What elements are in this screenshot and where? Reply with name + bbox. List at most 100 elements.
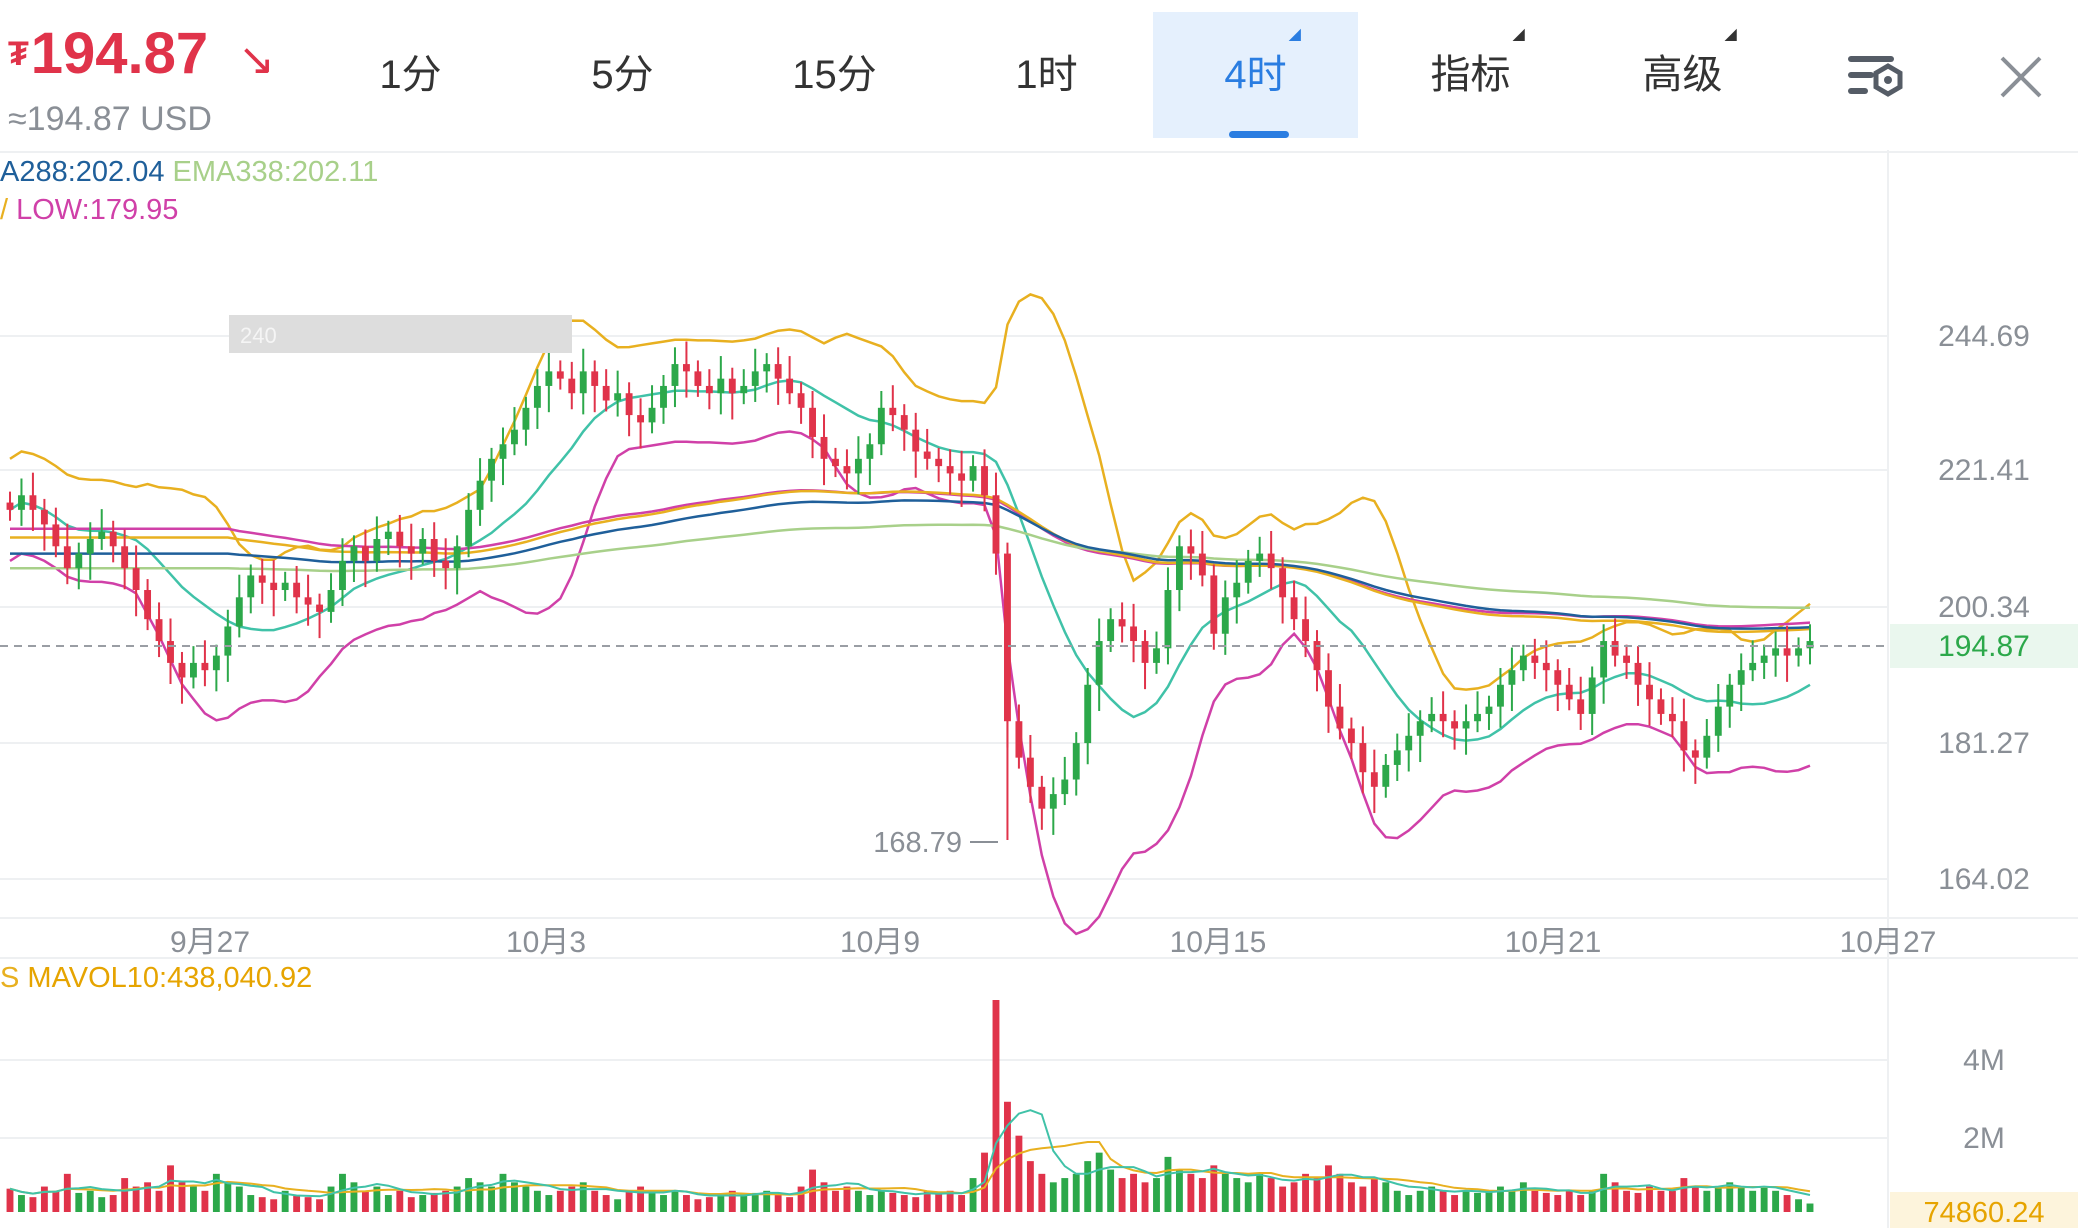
candle-body — [1313, 641, 1321, 671]
candle-body — [1026, 757, 1034, 787]
candle-body — [1072, 743, 1080, 780]
candle-body — [465, 509, 473, 547]
candle-body — [992, 495, 1000, 554]
ema-legend: A288:202.04 EMA338:202.11 — [0, 156, 378, 189]
volume-bar — [1760, 1186, 1768, 1212]
candle-body — [946, 466, 954, 474]
candle-body — [1703, 735, 1711, 758]
volume-bar — [1646, 1186, 1653, 1212]
volume-bar — [1026, 1161, 1034, 1212]
volume-bar — [1519, 1182, 1527, 1212]
volume-bar — [545, 1195, 553, 1212]
candle-body — [373, 539, 381, 561]
candle-body — [740, 385, 748, 394]
candle-body — [1542, 662, 1550, 671]
candle-body — [293, 582, 301, 598]
candle-body — [1497, 684, 1504, 707]
candle-body — [258, 575, 266, 583]
volume-bar — [1095, 1152, 1103, 1212]
x-tick-label: 10月15 — [1170, 926, 1267, 959]
tab-1min[interactable]: 1分 — [308, 12, 513, 138]
candle-body — [6, 502, 14, 510]
y-tick-label: 200.34 — [1938, 591, 2030, 624]
tab-advanced[interactable]: 高级 ◢ — [1580, 12, 1785, 138]
candle-body — [1531, 655, 1539, 663]
volume-bar — [1497, 1186, 1504, 1212]
volume-bar — [1004, 1101, 1011, 1212]
candle-body — [625, 393, 633, 416]
candle-body — [522, 407, 530, 430]
candle-body — [132, 568, 140, 591]
candle-body — [1107, 619, 1115, 642]
volume-bar — [694, 1199, 702, 1212]
candle-body — [671, 364, 679, 386]
candle-body — [1359, 743, 1367, 773]
candle-body — [832, 458, 839, 467]
chart-settings-icon[interactable] — [1842, 48, 1906, 108]
candle-body — [1279, 568, 1287, 598]
tab-15min[interactable]: 15分 — [732, 12, 937, 138]
volume-bar — [476, 1182, 484, 1212]
candle-body — [1095, 641, 1103, 685]
volume-bar — [1783, 1195, 1791, 1212]
volume-bar — [212, 1173, 220, 1212]
candle-body — [86, 539, 94, 554]
candle-body — [682, 364, 690, 372]
candle-body — [63, 546, 71, 569]
candle-body — [1714, 706, 1722, 736]
candle-body — [511, 429, 518, 445]
candle-body — [751, 371, 759, 386]
usd-price: ≈194.87 USD — [8, 100, 212, 138]
candle-body — [1049, 794, 1057, 809]
dropdown-triangle-icon: ◢ — [1288, 26, 1301, 43]
volume-bar — [1015, 1135, 1023, 1212]
volume-bar — [843, 1186, 851, 1212]
volume-bar — [900, 1195, 908, 1212]
close-icon[interactable] — [1996, 52, 2046, 102]
current-price-label: 194.87 — [1938, 630, 2030, 663]
candle-body — [247, 575, 255, 598]
volume-bar — [511, 1182, 518, 1212]
volume-bar — [1049, 1182, 1057, 1212]
candle-body — [350, 546, 358, 561]
candle-body — [648, 407, 656, 423]
candle-body — [637, 415, 645, 423]
tab-indicators[interactable]: 指标 ◢ — [1368, 12, 1573, 138]
down-arrow-icon: ↘ — [238, 35, 275, 84]
volume-bar — [935, 1192, 943, 1212]
volume-bar — [293, 1195, 301, 1212]
candle-body — [912, 429, 920, 452]
volume-bar — [1485, 1190, 1493, 1212]
volume-bar — [109, 1195, 117, 1212]
candle-body — [694, 371, 702, 386]
candle-body — [1325, 670, 1332, 707]
candle-body — [877, 407, 885, 445]
volume-bar — [465, 1178, 473, 1212]
volume-bar — [1623, 1190, 1630, 1212]
volume-bar — [373, 1186, 381, 1212]
volume-bar — [1405, 1195, 1413, 1212]
volume-bar — [682, 1195, 690, 1212]
tab-5min[interactable]: 5分 — [520, 12, 725, 138]
volume-bar — [361, 1190, 369, 1212]
tab-4hour[interactable]: 4时 ◢ — [1153, 12, 1358, 138]
tab-1hour[interactable]: 1时 — [944, 12, 1149, 138]
candle-body — [843, 466, 851, 474]
x-tick-label: 10月9 — [840, 926, 920, 959]
volume-bar — [969, 1178, 977, 1212]
candle-body — [591, 371, 599, 386]
volume-bar — [316, 1199, 323, 1212]
volume-bar — [705, 1197, 713, 1212]
candle-body — [235, 597, 243, 627]
candle-body — [190, 662, 197, 678]
volume-bar — [1233, 1178, 1241, 1212]
volume-bar — [1542, 1192, 1550, 1212]
price-value: 194.87 — [30, 21, 209, 86]
volume-bar — [1336, 1173, 1344, 1212]
candle-body — [1347, 728, 1355, 744]
candle-body — [1760, 655, 1768, 663]
candle-body — [75, 553, 83, 569]
volume-bar — [1680, 1178, 1688, 1212]
candle-body — [1462, 721, 1470, 729]
candle-body — [1153, 648, 1160, 663]
